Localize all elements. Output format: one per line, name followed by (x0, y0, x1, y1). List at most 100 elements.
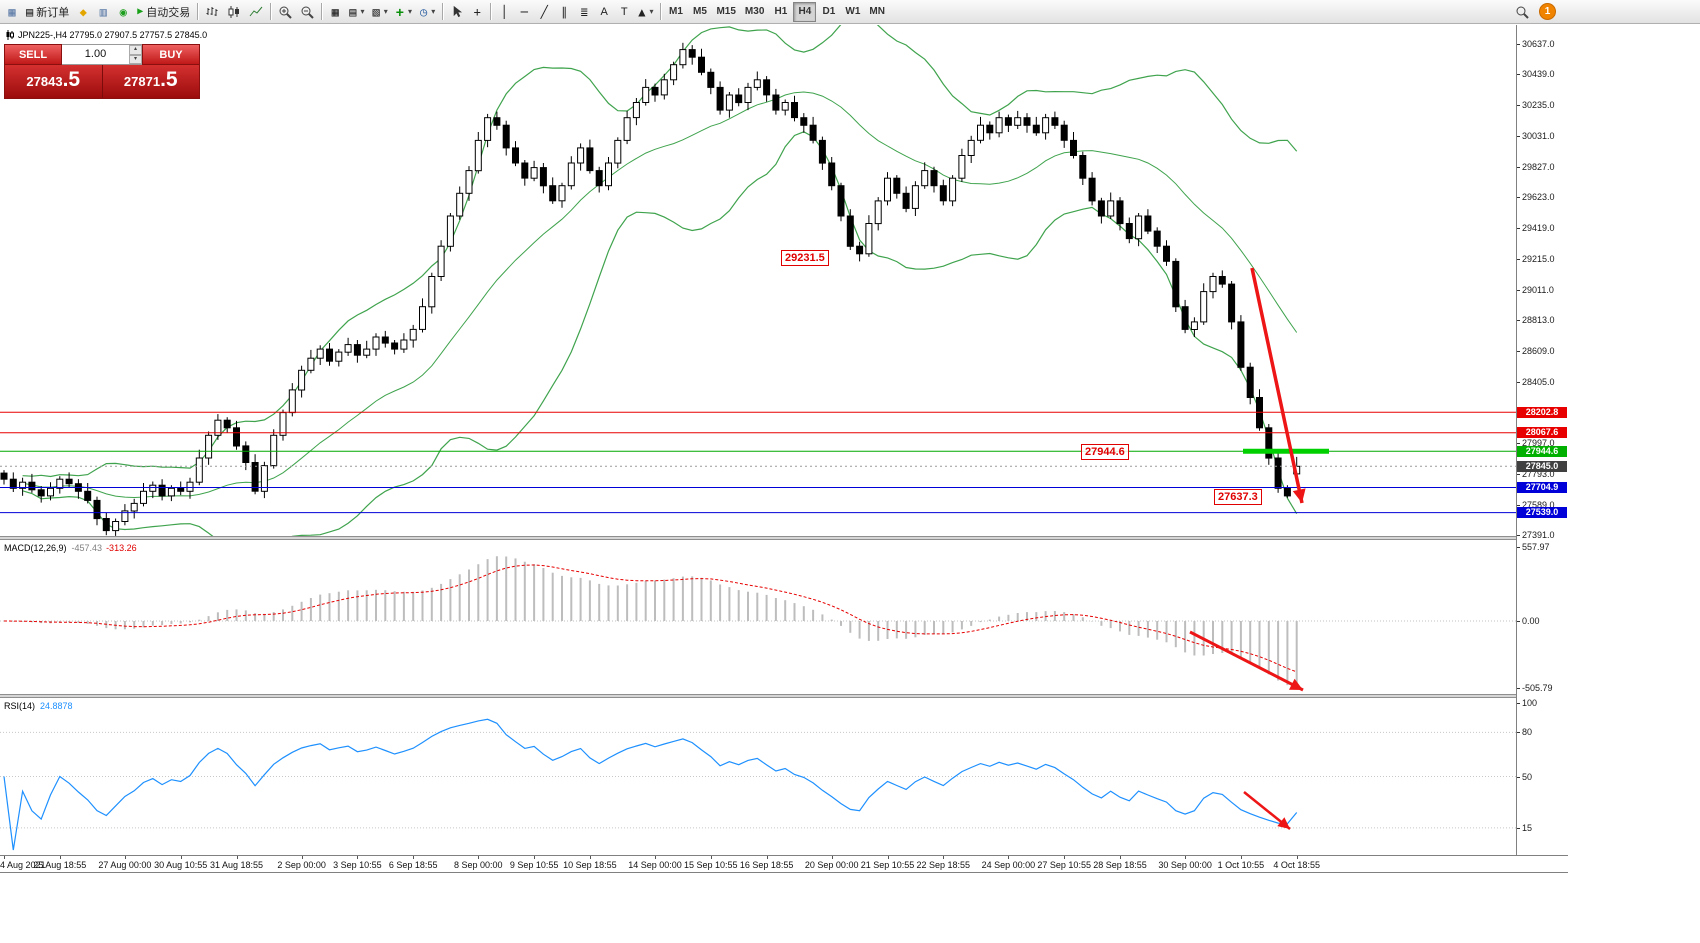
crosshair-button[interactable]: + (467, 2, 487, 22)
macd-histogram (12, 556, 1298, 686)
autotrade-button[interactable]: ▶ 自动交易 (133, 2, 194, 22)
time-label: 25 Aug 18:55 (33, 860, 87, 870)
buy-price[interactable]: 27871.5 (123, 68, 178, 91)
timeframe-button[interactable]: M5 (688, 2, 711, 22)
autotrade-play-icon: ▶ (137, 5, 144, 17)
indicator-axis-label: 50 (1516, 771, 1533, 782)
new-chart-button[interactable]: ▤ ▾ (345, 2, 368, 22)
volume-field[interactable]: 1.00 ▴ ▾ (62, 44, 142, 65)
profiles-button[interactable]: ▧ ▾ (369, 2, 392, 22)
time-tick-mark (766, 856, 768, 859)
trend-arrow[interactable] (1243, 791, 1291, 830)
zoom-in-button[interactable] (274, 2, 296, 22)
vertical-line-icon: │ (500, 4, 508, 19)
toolbar-separator (270, 3, 272, 20)
line-chart-button[interactable] (245, 2, 267, 22)
time-tick-mark (301, 856, 303, 859)
time-label: 10 Sep 18:55 (563, 860, 617, 870)
chevron-down-icon: ▾ (383, 7, 388, 16)
tile-windows-button[interactable]: ▦ (325, 2, 345, 22)
time-tick-mark (710, 856, 712, 859)
indicators-button[interactable]: + ▾ (392, 2, 416, 22)
timeframe-button[interactable]: W1 (841, 2, 864, 22)
notification-badge[interactable]: 1 (1539, 3, 1556, 20)
panel-splitter[interactable] (0, 694, 1568, 698)
time-tick-mark (943, 856, 945, 859)
sell-price[interactable]: 27843.5 (5, 65, 103, 98)
clock-icon: ◷ (419, 4, 428, 19)
metaeditor-button[interactable]: ◆ (73, 2, 93, 22)
text-label-button[interactable]: T (614, 2, 634, 22)
chart-window-button[interactable]: ▦ (2, 2, 22, 22)
time-tick-mark (1240, 856, 1242, 859)
zoom-out-icon (301, 6, 314, 19)
time-axis[interactable]: 24 Aug 2021 25 Aug 18:55 27 Aug 00:00 30 Au… (0, 855, 1568, 872)
time-tick-mark (478, 856, 480, 859)
new-order-button[interactable]: ▤ 新订单 (22, 2, 73, 22)
chart-window-icon: ▦ (8, 4, 16, 19)
search-icon (1516, 6, 1529, 19)
time-label: 16 Sep 18:55 (739, 860, 794, 870)
macd-panel[interactable] (0, 540, 1516, 694)
buy-button[interactable]: BUY (142, 44, 200, 65)
trend-arrow[interactable] (1250, 267, 1306, 504)
time-label: 30 Aug 10:55 (154, 860, 208, 870)
volume-value[interactable]: 1.00 (84, 48, 107, 60)
timeframe-button[interactable]: D1 (817, 2, 840, 22)
candles-series (0, 42, 1301, 536)
time-tick-mark (236, 856, 238, 859)
metaeditor-icon: ◆ (79, 4, 87, 19)
volume-down-button[interactable]: ▾ (129, 54, 142, 64)
horizontal-line-button[interactable]: ─ (514, 2, 534, 22)
vertical-line-button[interactable]: │ (494, 2, 514, 22)
time-label: 15 Sep 10:55 (684, 860, 738, 870)
timeframe-button[interactable]: H4 (793, 1, 817, 22)
zoom-in-icon (279, 6, 292, 19)
text-button[interactable]: A (594, 2, 614, 22)
time-tick-mark (831, 856, 833, 859)
price-tick: 28609.0 (1517, 345, 1555, 356)
trendline-button[interactable]: ╱ (534, 2, 554, 22)
community-button[interactable]: ◉ (113, 2, 133, 22)
volume-up-button[interactable]: ▴ (129, 45, 142, 55)
macd-value: -457.43 (71, 543, 103, 553)
fibonacci-button[interactable]: ≣ (574, 2, 594, 22)
cursor-button[interactable] (446, 2, 467, 22)
price-badge: 28067.6 (1517, 427, 1567, 439)
price-tick: 30031.0 (1517, 130, 1555, 141)
time-label: 1 Oct 10:55 (1217, 860, 1265, 870)
time-tick-mark (1185, 856, 1187, 859)
bollinger-bands (22, 25, 1298, 536)
candlestick-chart-button[interactable] (223, 2, 245, 22)
timeframe-button[interactable]: M30 (741, 2, 768, 22)
search-button[interactable] (1511, 2, 1533, 22)
toolbar-right-group: 1 (1511, 2, 1556, 22)
bar-chart-button[interactable] (201, 2, 223, 22)
shapes-button[interactable]: ▲ ▾ (634, 2, 657, 22)
indicators-plus-icon: + (395, 3, 404, 20)
time-tick-mark (59, 856, 61, 859)
timeframe-button[interactable]: H1 (769, 2, 792, 22)
timeframe-button[interactable]: MN (865, 2, 889, 22)
trend-arrow[interactable] (1189, 630, 1304, 692)
time-tick-mark (1120, 856, 1121, 859)
main-chart[interactable] (0, 25, 1516, 536)
channel-button[interactable]: ∥ (554, 2, 574, 22)
periods-button[interactable]: ◷ ▾ (416, 2, 439, 22)
rsi-panel[interactable] (0, 698, 1516, 855)
price-axis[interactable]: 30637.0 30439.0 30235.0 30031.0 29827.0 29623… (1516, 25, 1568, 855)
panel-splitter[interactable] (0, 536, 1568, 540)
price-badge: 27539.0 (1517, 507, 1567, 519)
sell-button[interactable]: SELL (4, 44, 62, 65)
timeframe-button[interactable]: M15 (712, 2, 739, 22)
timeframe-button[interactable]: M1 (664, 2, 687, 22)
indicator-axis-label: 15 (1516, 823, 1533, 833)
market-watch-button[interactable]: ▥ (93, 2, 113, 22)
price-badge: 28202.8 (1517, 406, 1567, 418)
candlestick-icon (228, 5, 240, 18)
price-badge: 27944.6 (1517, 445, 1567, 457)
zoom-out-button[interactable] (296, 2, 318, 22)
timeframe-group: M1 M5 M15 M30 H1 H4 D1 W1 MN (664, 1, 889, 22)
line-chart-icon (249, 6, 263, 16)
